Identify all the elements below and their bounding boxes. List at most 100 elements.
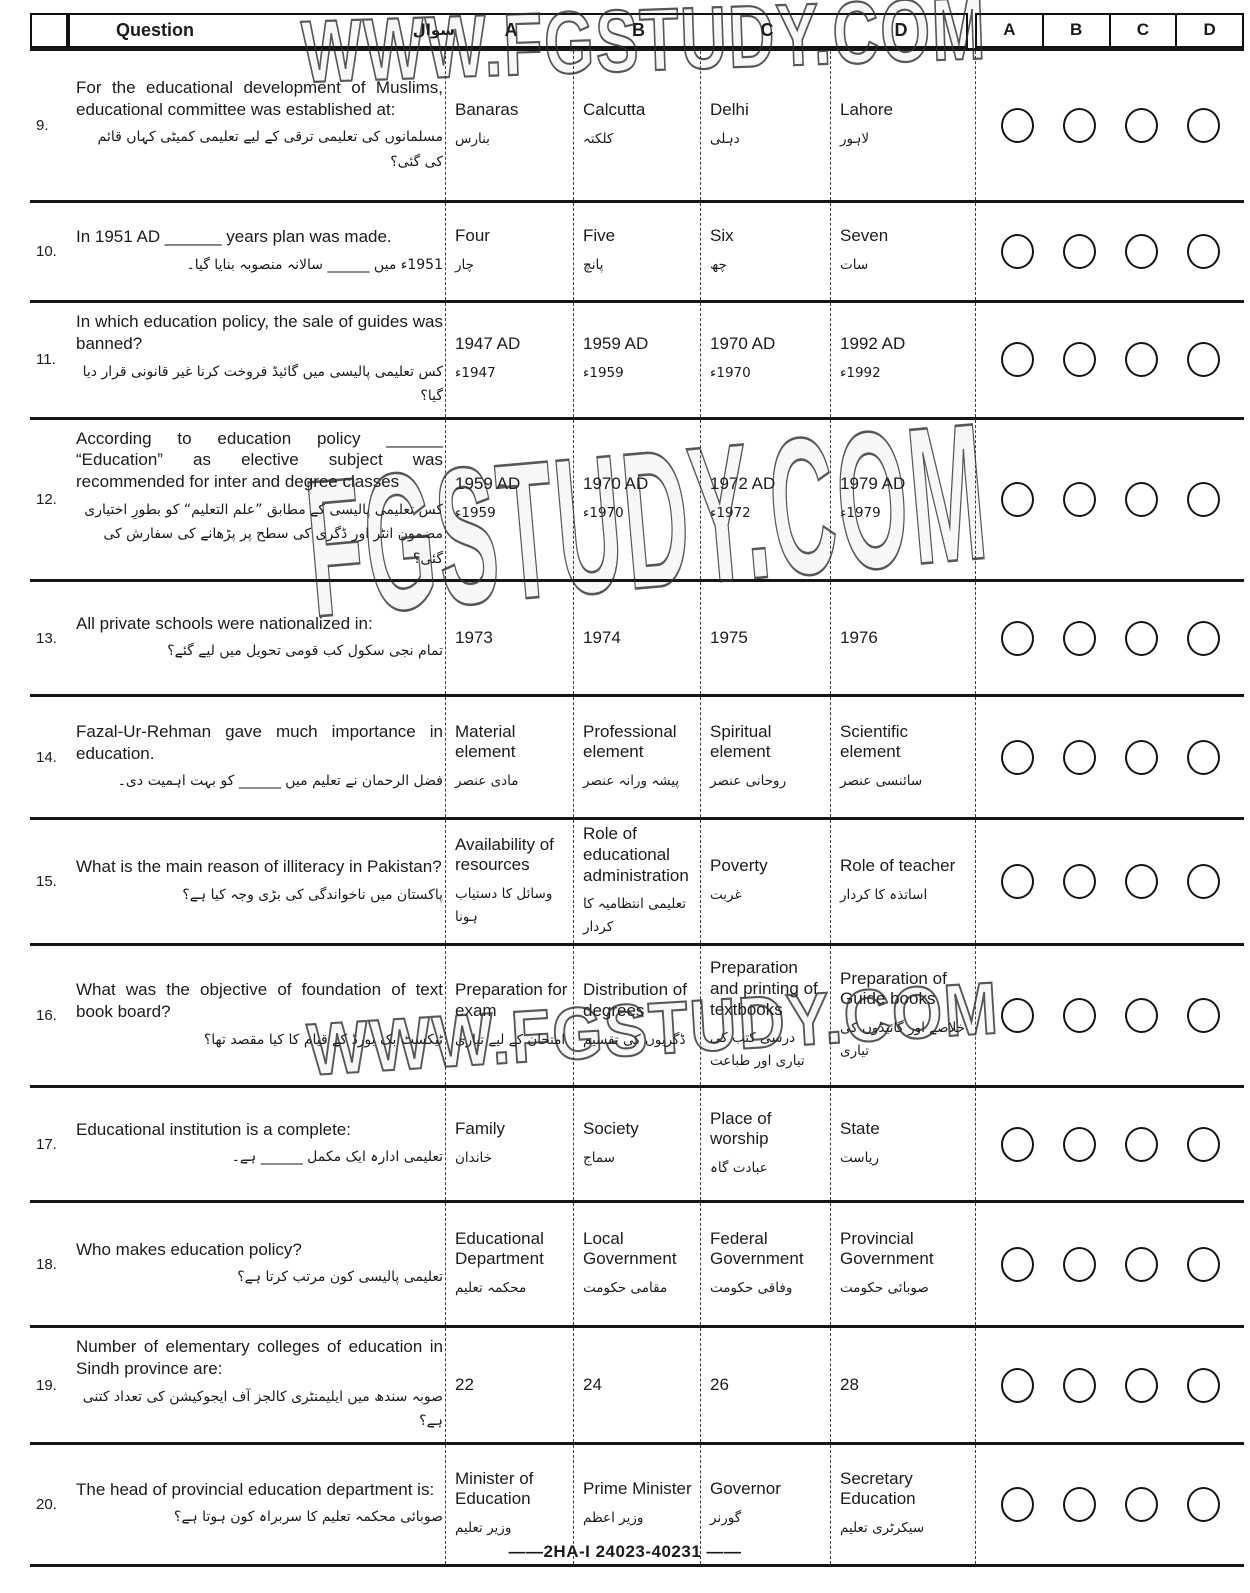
answer-bubble-d[interactable]	[1186, 1367, 1220, 1403]
question-cell: For the educational development of Musli…	[68, 51, 445, 200]
question-cell: Fazal-Ur-Rehman gave much importance in …	[68, 697, 445, 817]
answer-bubble-b[interactable]	[1062, 1246, 1096, 1282]
question-text-urdu: 1951ء میں ______ سالانہ منصوبہ بنایا گیا…	[186, 256, 444, 273]
answer-bubble-d[interactable]	[1186, 998, 1220, 1034]
option-b-cell: Distribution of degrees ڈگریوں کی تقسیم	[573, 946, 700, 1086]
answer-bubble-a[interactable]	[1000, 481, 1034, 517]
question-row: 20. The head of provincial education dep…	[30, 1441, 1244, 1567]
question-row: 16. What was the objective of foundation…	[30, 943, 1244, 1086]
answer-bubble-b[interactable]	[1062, 234, 1096, 269]
option-a-cell: Availability of resources وسائل کا دستیا…	[445, 820, 573, 944]
option-c-text: Federal Government	[710, 1228, 804, 1269]
answer-bubble-d[interactable]	[1186, 864, 1220, 900]
option-b-cell: Local Government مقامی حکومت	[573, 1203, 700, 1326]
option-a-text: Availability of resources	[455, 834, 554, 875]
question-rows: 9. For the educational development of Mu…	[30, 48, 1244, 1567]
answer-bubble-b[interactable]	[1062, 342, 1096, 378]
answer-bubble-b[interactable]	[1062, 481, 1096, 517]
answer-bubbles	[975, 582, 1244, 695]
question-row: 10. In 1951 AD ______ years plan was mad…	[30, 200, 1244, 300]
header-box: Question سوال A B C D	[68, 13, 968, 48]
question-number: 16.	[30, 946, 68, 1085]
option-c-text-urdu: روحانی عنصر	[710, 773, 787, 790]
option-b-text: 24	[583, 1374, 602, 1394]
answer-bubble-d[interactable]	[1186, 1486, 1220, 1522]
option-b-text-urdu: مقامی حکومت	[583, 1280, 668, 1297]
answer-bubble-b[interactable]	[1062, 108, 1096, 143]
answer-bubble-b[interactable]	[1062, 1486, 1096, 1522]
answer-bubble-c[interactable]	[1124, 1246, 1158, 1282]
option-a-text-urdu: چار	[455, 256, 474, 273]
answer-bubble-c[interactable]	[1124, 998, 1158, 1034]
option-d-text-urdu: سائنسی عنصر	[840, 773, 923, 790]
question-row: 17. Educational institution is a complet…	[30, 1085, 1244, 1201]
option-c-text-urdu: دہلی	[710, 130, 740, 147]
answer-bubble-c[interactable]	[1124, 864, 1158, 900]
answer-bubble-c[interactable]	[1124, 620, 1158, 656]
question-text-english: What is the main reason of illiteracy in…	[76, 857, 442, 877]
answer-bubble-a[interactable]	[1000, 864, 1034, 900]
answer-bubble-d[interactable]	[1186, 620, 1220, 656]
option-b-cell: 1959 AD 1959ء	[573, 303, 700, 417]
answer-bubble-d[interactable]	[1186, 342, 1220, 378]
answer-bubble-a[interactable]	[1000, 342, 1034, 378]
option-a-cell: Material element مادی عنصر	[445, 697, 573, 818]
answer-bubble-c[interactable]	[1124, 234, 1158, 269]
answer-bubble-c[interactable]	[1124, 739, 1158, 775]
answer-bubble-a[interactable]	[1000, 620, 1034, 656]
answer-bubble-a[interactable]	[1000, 1486, 1034, 1522]
option-b-text: Five	[583, 226, 616, 246]
answer-bubble-c[interactable]	[1124, 1367, 1158, 1403]
answer-bubble-a[interactable]	[1000, 998, 1034, 1034]
option-a-cell: Banaras بنارس	[445, 51, 573, 200]
answer-bubble-c[interactable]	[1124, 1126, 1158, 1162]
answer-bubble-b[interactable]	[1062, 620, 1096, 656]
option-c-text: Preparation and printing of textbooks	[710, 958, 818, 1019]
option-d-text: Lahore	[840, 100, 893, 120]
answer-bubble-b[interactable]	[1062, 1367, 1096, 1403]
option-b-cell: Five پانچ	[573, 203, 700, 300]
answer-bubble-b[interactable]	[1062, 864, 1096, 900]
answer-bubble-d[interactable]	[1186, 1246, 1220, 1282]
answer-bubble-d[interactable]	[1186, 1126, 1220, 1162]
answer-bubble-b[interactable]	[1062, 739, 1096, 775]
question-column-header: Question	[116, 20, 195, 40]
option-b-text-urdu: تعلیمی انتظامیہ کا کردار	[583, 896, 686, 936]
answer-bubble-d[interactable]	[1186, 234, 1220, 269]
option-b-text: 1959 AD	[583, 334, 649, 354]
question-number-label: 20.	[36, 1495, 57, 1513]
option-d-cell: Scientific element سائنسی عنصر	[830, 697, 975, 818]
question-text-urdu: پاکستان میں ناخواندگی کی بڑی وجہ کیا ہے؟	[182, 886, 443, 903]
answer-header-box: A B C D	[975, 13, 1244, 48]
answer-bubble-a[interactable]	[1000, 1126, 1034, 1162]
option-c-text: 26	[710, 1374, 729, 1394]
answer-bubble-a[interactable]	[1000, 1246, 1034, 1282]
answer-bubble-d[interactable]	[1186, 739, 1220, 775]
answer-bubble-a[interactable]	[1000, 739, 1034, 775]
answer-bubble-a[interactable]	[1000, 234, 1034, 269]
question-cell: In 1951 AD ______ years plan was made. 1…	[68, 203, 445, 300]
answer-bubble-b[interactable]	[1062, 1126, 1096, 1162]
answer-bubble-c[interactable]	[1124, 481, 1158, 517]
option-d-cell: Secretary Education سیکرٹری تعلیم	[830, 1444, 975, 1564]
option-a-text-urdu: محکمہ تعلیم	[455, 1280, 527, 1297]
option-column-header-c: C	[760, 20, 774, 40]
answer-bubble-a[interactable]	[1000, 1367, 1034, 1403]
option-d-cell: State ریاست	[830, 1088, 975, 1201]
option-b-text-urdu: ڈگریوں کی تقسیم	[583, 1031, 686, 1048]
answer-bubble-c[interactable]	[1124, 1486, 1158, 1522]
question-text-english: Fazal-Ur-Rehman gave much importance in …	[76, 721, 443, 763]
answer-bubble-d[interactable]	[1186, 108, 1220, 143]
answer-bubble-d[interactable]	[1186, 481, 1220, 517]
question-column-header-urdu: سوال	[412, 21, 455, 39]
answer-bubble-b[interactable]	[1062, 998, 1096, 1034]
option-a-text: 1973	[455, 627, 493, 647]
question-cell: Educational institution is a complete: ت…	[68, 1088, 445, 1200]
question-text-english: Educational institution is a complete:	[76, 1119, 351, 1139]
question-row: 12. According to education policy ______…	[30, 416, 1244, 580]
option-a-text-urdu: خاندان	[455, 1149, 492, 1166]
answer-bubble-c[interactable]	[1124, 108, 1158, 143]
question-text-urdu: تمام نجی سکول کب قومی تحویل میں لیے گئے؟	[167, 643, 443, 660]
answer-bubble-a[interactable]	[1000, 108, 1034, 143]
answer-bubble-c[interactable]	[1124, 342, 1158, 378]
